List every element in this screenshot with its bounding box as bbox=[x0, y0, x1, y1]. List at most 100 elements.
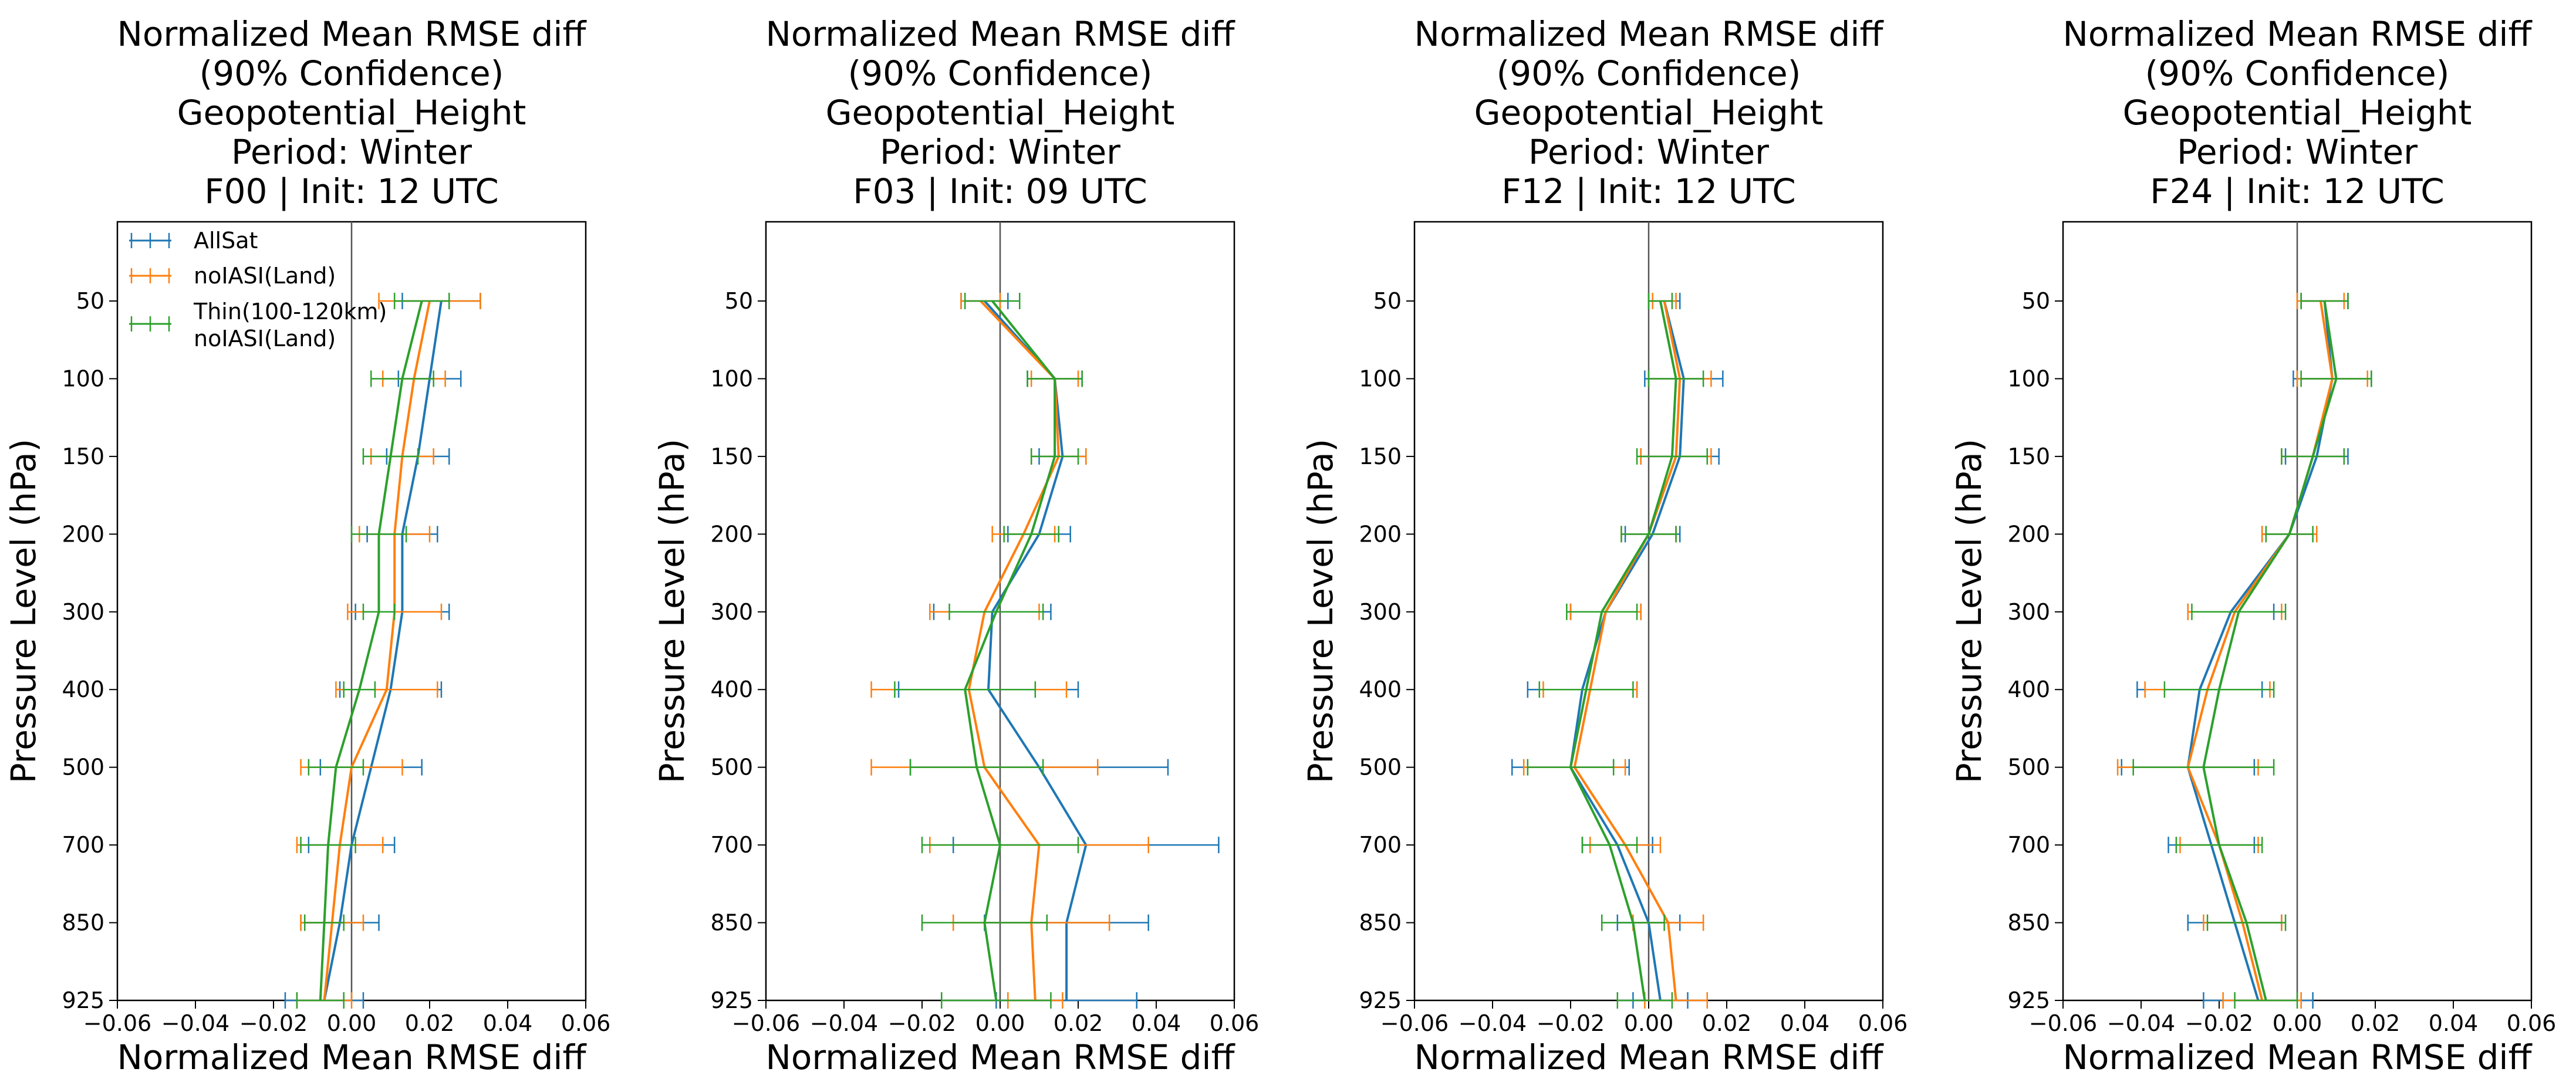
y-tick-label: 300 bbox=[2007, 599, 2050, 625]
panel-title-line: F03 | Init: 09 UTC bbox=[853, 171, 1147, 211]
y-tick-label: 500 bbox=[710, 755, 753, 780]
series-1 bbox=[284, 293, 481, 1009]
y-tick-label: 925 bbox=[1359, 987, 1402, 1013]
y-tick-label: 700 bbox=[2007, 832, 2050, 858]
panel-2: Normalized Mean RMSE diff(90% Confidence… bbox=[652, 14, 1259, 1077]
legend-label: noIASI(Land) bbox=[194, 326, 336, 351]
y-tick-label: 50 bbox=[2022, 288, 2050, 314]
series-line bbox=[1569, 300, 1677, 1001]
series-line bbox=[983, 300, 1088, 1000]
x-tick-label: −0.02 bbox=[2185, 1010, 2253, 1036]
series-1 bbox=[897, 293, 1220, 1009]
y-axis-label: Pressure Level (hPa) bbox=[1949, 439, 1989, 784]
panel-title-line: (90% Confidence) bbox=[200, 53, 504, 93]
y-tick-label: 200 bbox=[62, 521, 104, 547]
y-tick-label: 700 bbox=[62, 832, 104, 858]
x-axis-label: Normalized Mean RMSE diff bbox=[766, 1037, 1236, 1077]
x-tick-label: 0.06 bbox=[1858, 1010, 1908, 1036]
y-tick-label: 925 bbox=[710, 987, 753, 1013]
series-3 bbox=[296, 293, 450, 1009]
y-tick-label: 400 bbox=[2007, 677, 2050, 702]
y-tick-label: 150 bbox=[2007, 444, 2050, 469]
panel-title-line: Normalized Mean RMSE diff bbox=[2063, 14, 2533, 54]
y-tick-label: 850 bbox=[62, 910, 104, 936]
x-tick-label: 0.04 bbox=[1780, 1010, 1830, 1036]
panel-title-line: F12 | Init: 12 UTC bbox=[1501, 171, 1796, 211]
x-tick-label: 0.02 bbox=[1702, 1010, 1752, 1036]
panel-title-line: Period: Winter bbox=[231, 132, 472, 172]
y-tick-label: 150 bbox=[62, 444, 104, 469]
series-line bbox=[964, 300, 1056, 1001]
y-tick-label: 500 bbox=[1359, 755, 1402, 780]
y-tick-label: 850 bbox=[710, 910, 753, 936]
legend-label: Thin(100-120km) bbox=[193, 299, 387, 324]
x-axis-label: Normalized Mean RMSE diff bbox=[117, 1037, 588, 1077]
panel-title-line: Geopotential_Height bbox=[2123, 93, 2472, 133]
y-tick-label: 50 bbox=[1373, 288, 1402, 314]
x-tick-label: −0.06 bbox=[732, 1010, 800, 1036]
x-tick-label: 0.00 bbox=[2273, 1010, 2322, 1036]
panel-4: Normalized Mean RMSE diff(90% Confidence… bbox=[1949, 14, 2556, 1077]
panel-title-line: Period: Winter bbox=[1528, 132, 1769, 172]
series-line bbox=[2186, 300, 2334, 1001]
x-tick-label: 0.06 bbox=[1210, 1010, 1260, 1036]
x-tick-label: −0.04 bbox=[2107, 1010, 2175, 1036]
series-3 bbox=[894, 293, 1083, 1009]
y-tick-label: 100 bbox=[710, 366, 753, 391]
series-2 bbox=[870, 293, 1149, 1009]
y-tick-label: 400 bbox=[62, 677, 104, 702]
x-tick-label: 0.04 bbox=[2429, 1010, 2479, 1036]
x-tick-label: 0.06 bbox=[561, 1010, 611, 1036]
x-axis-label: Normalized Mean RMSE diff bbox=[1414, 1037, 1885, 1077]
x-tick-label: 0.00 bbox=[975, 1010, 1025, 1036]
series-line bbox=[319, 300, 423, 1001]
series-3 bbox=[2132, 293, 2372, 1009]
x-tick-label: 0.00 bbox=[327, 1010, 377, 1036]
panel-title-line: Period: Winter bbox=[2177, 132, 2418, 172]
x-tick-label: −0.06 bbox=[83, 1010, 151, 1036]
x-tick-label: −0.02 bbox=[888, 1010, 956, 1036]
x-tick-label: −0.04 bbox=[810, 1010, 878, 1036]
panel-1: Normalized Mean RMSE diff (90% Confidence… bbox=[4, 14, 610, 1077]
panel-title-line: Period: Winter bbox=[880, 132, 1120, 172]
y-tick-label: 150 bbox=[1359, 444, 1402, 469]
legend-label: AllSat bbox=[194, 228, 258, 253]
series-1 bbox=[2121, 293, 2372, 1009]
y-axis-label: Pressure Level (hPa) bbox=[1301, 439, 1341, 784]
x-tick-label: 0.02 bbox=[1054, 1010, 1103, 1036]
y-tick-label: 700 bbox=[1359, 832, 1402, 858]
x-tick-label: −0.06 bbox=[1380, 1010, 1449, 1036]
y-tick-label: 200 bbox=[710, 521, 753, 547]
x-tick-label: −0.04 bbox=[1459, 1010, 1527, 1036]
x-tick-label: 0.00 bbox=[1624, 1010, 1674, 1036]
legend-label: noIASI(Land) bbox=[194, 263, 336, 289]
panel-title-line: (90% Confidence) bbox=[2145, 53, 2450, 93]
panel-title-line: (90% Confidence) bbox=[1497, 53, 1801, 93]
x-tick-label: −0.02 bbox=[1537, 1010, 1605, 1036]
y-tick-label: 200 bbox=[1359, 521, 1402, 547]
x-axis-label: Normalized Mean RMSE diff bbox=[2063, 1037, 2533, 1077]
series-3 bbox=[1527, 293, 1708, 1009]
y-tick-label: 925 bbox=[2007, 987, 2050, 1013]
y-tick-label: 50 bbox=[76, 288, 104, 314]
series-line bbox=[1573, 300, 1682, 1001]
x-tick-label: −0.04 bbox=[161, 1010, 229, 1036]
series-line bbox=[2202, 300, 2338, 1001]
y-tick-label: 925 bbox=[62, 987, 104, 1013]
y-tick-label: 300 bbox=[710, 599, 753, 625]
series-line bbox=[1569, 300, 1685, 1001]
y-tick-label: 300 bbox=[62, 599, 104, 625]
x-tick-label: 0.02 bbox=[405, 1010, 455, 1036]
series-line bbox=[2186, 300, 2334, 1001]
y-tick-label: 100 bbox=[2007, 366, 2050, 391]
y-tick-label: 500 bbox=[2007, 755, 2050, 780]
panel-3: Normalized Mean RMSE diff (90% Confidence… bbox=[1301, 14, 1907, 1077]
x-tick-label: 0.06 bbox=[2507, 1010, 2557, 1036]
y-tick-label: 50 bbox=[725, 288, 753, 314]
y-tick-label: 850 bbox=[1359, 910, 1402, 936]
y-axis-label: Pressure Level (hPa) bbox=[4, 439, 43, 784]
y-tick-label: 100 bbox=[62, 366, 104, 391]
series-line bbox=[967, 300, 1060, 1001]
x-tick-label: −0.06 bbox=[2029, 1010, 2097, 1036]
